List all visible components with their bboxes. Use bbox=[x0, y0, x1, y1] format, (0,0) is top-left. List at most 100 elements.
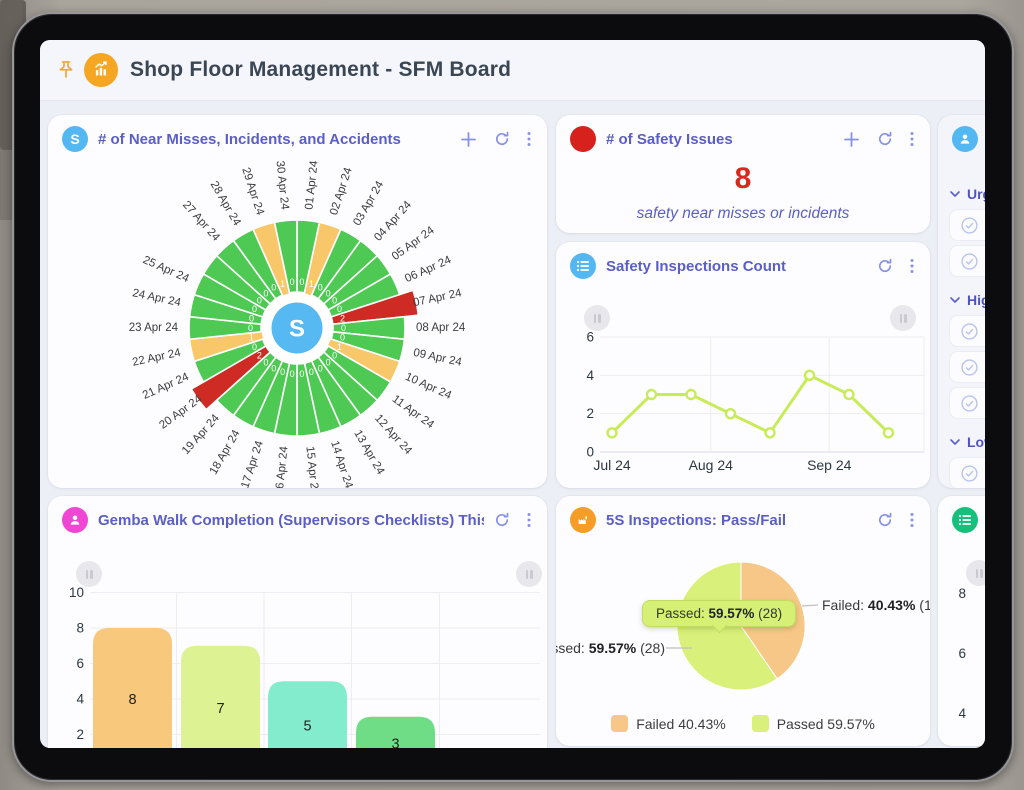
segment-value: 1 bbox=[280, 279, 285, 289]
segment-value: 0 bbox=[290, 369, 295, 379]
bar[interactable] bbox=[268, 681, 347, 748]
radial-axis-label: 13 Apr 24 bbox=[351, 428, 386, 477]
data-point[interactable] bbox=[685, 388, 697, 401]
callout-leader bbox=[801, 604, 819, 607]
action-item-row[interactable] bbox=[950, 352, 985, 382]
refresh-icon[interactable] bbox=[877, 258, 893, 274]
menu-icon[interactable] bbox=[527, 512, 531, 528]
segment-value: 0 bbox=[263, 358, 268, 368]
segment-value: 0 bbox=[326, 288, 331, 298]
action-item-row[interactable] bbox=[950, 388, 985, 418]
y-tick: 4 bbox=[958, 706, 966, 721]
data-point[interactable] bbox=[764, 427, 776, 439]
card-5s-inspections: 5S Inspections: Pass/Fail Failed: 40.43%… bbox=[556, 496, 930, 746]
check-circle-icon[interactable] bbox=[960, 358, 979, 377]
card-safety-issues: # of Safety Issues 8 safety near misses … bbox=[556, 115, 930, 233]
legend-swatch bbox=[751, 715, 769, 732]
menu-icon[interactable] bbox=[527, 131, 531, 147]
page-title: Shop Floor Management - SFM Board bbox=[130, 58, 512, 81]
app-header: Shop Floor Management - SFM Board bbox=[40, 40, 985, 101]
check-circle-icon[interactable] bbox=[960, 252, 979, 271]
refresh-icon[interactable] bbox=[877, 512, 893, 528]
radial-axis-label: 06 Apr 24 bbox=[403, 254, 453, 285]
bar[interactable] bbox=[181, 645, 260, 748]
segment-value: 0 bbox=[332, 296, 337, 306]
y-tick: 6 bbox=[586, 330, 594, 345]
radial-segment[interactable] bbox=[273, 219, 298, 294]
menu-icon[interactable] bbox=[910, 258, 914, 274]
radial-center-letter: S bbox=[289, 316, 305, 343]
radial-axis-label: 09 Apr 24 bbox=[412, 347, 463, 369]
y-tick: 6 bbox=[76, 656, 84, 671]
bar-value: 5 bbox=[303, 719, 311, 735]
datazoom-handle-left[interactable] bbox=[76, 561, 102, 587]
segment-value: 0 bbox=[340, 333, 345, 343]
check-circle-icon[interactable] bbox=[960, 464, 979, 483]
radial-axis-label: 23 Apr 24 bbox=[129, 322, 179, 334]
priority-section-low[interactable]: Low bbox=[950, 434, 985, 450]
data-point[interactable] bbox=[606, 427, 618, 439]
s-badge-icon: S bbox=[62, 126, 88, 152]
y-tick: 0 bbox=[586, 445, 594, 460]
check-circle-icon[interactable] bbox=[960, 394, 979, 413]
card-title: # of Safety Issues bbox=[606, 130, 733, 148]
segment-value: 0 bbox=[252, 304, 257, 314]
safety-issues-value: 8 bbox=[734, 162, 752, 195]
radial-axis-label: 07 Apr 24 bbox=[412, 287, 463, 309]
bar[interactable] bbox=[356, 716, 435, 748]
legend-item-failed[interactable]: Failed 40.43% bbox=[611, 715, 726, 732]
datazoom-handle-right[interactable] bbox=[516, 561, 542, 587]
datazoom-handle-left[interactable] bbox=[966, 560, 985, 586]
segment-value: 0 bbox=[271, 283, 276, 293]
radial-axis-label: 04 Apr 24 bbox=[372, 199, 414, 244]
priority-section-high[interactable]: High bbox=[950, 292, 985, 308]
priority-label: Low bbox=[967, 434, 985, 450]
person-icon bbox=[62, 507, 88, 533]
y-tick: 8 bbox=[76, 621, 84, 636]
data-point[interactable] bbox=[843, 388, 855, 401]
bar[interactable] bbox=[93, 628, 172, 748]
check-circle-icon[interactable] bbox=[960, 322, 979, 341]
data-point[interactable] bbox=[882, 427, 895, 439]
chevron-down-icon bbox=[950, 439, 960, 445]
inspections-line-chart[interactable]: 0 2 4 6 Jul 24 Aug 24 Sep 24 bbox=[556, 242, 930, 488]
segment-value: 0 bbox=[318, 283, 323, 293]
refresh-icon[interactable] bbox=[877, 131, 893, 147]
line-series[interactable] bbox=[610, 373, 890, 435]
data-point[interactable] bbox=[645, 388, 658, 401]
gemba-bar-chart[interactable]: 2 4 6 8 10 8 7 5 3 bbox=[48, 496, 547, 748]
action-item-row[interactable] bbox=[950, 316, 985, 346]
action-item-row[interactable] bbox=[950, 246, 985, 276]
segment-value: 2 bbox=[257, 350, 262, 360]
priority-label: Urgent bbox=[967, 186, 985, 202]
card-title: Safety Inspections Count bbox=[606, 257, 787, 275]
radial-axis-label: 29 Apr 24 bbox=[239, 166, 266, 217]
datazoom-handle-left[interactable] bbox=[584, 305, 610, 331]
add-icon[interactable] bbox=[843, 131, 860, 148]
menu-icon[interactable] bbox=[910, 512, 914, 528]
x-tick: Aug 24 bbox=[689, 457, 734, 473]
priority-section-urgent[interactable]: Urgent bbox=[950, 186, 985, 202]
radial-axis-label: 03 Apr 24 bbox=[351, 179, 386, 228]
add-icon[interactable] bbox=[460, 131, 477, 148]
y-tick: 8 bbox=[958, 586, 966, 601]
refresh-icon[interactable] bbox=[494, 512, 510, 528]
card-gemba-walk: Gemba Walk Completion (Supervisors Check… bbox=[48, 496, 547, 748]
datazoom-handle-right[interactable] bbox=[890, 305, 916, 331]
check-circle-icon[interactable] bbox=[960, 216, 979, 235]
action-item-row[interactable] bbox=[950, 458, 985, 488]
near-misses-radial-chart[interactable]: 0 01 Apr 24 1 02 Apr 24 0 03 Apr 24 0 04 Apr 24… bbox=[48, 115, 547, 488]
data-point[interactable] bbox=[724, 407, 737, 420]
segment-value: 0 bbox=[249, 313, 254, 323]
y-tick: 4 bbox=[76, 692, 84, 707]
radial-axis-label: 24 Apr 24 bbox=[131, 287, 182, 309]
segment-value: 0 bbox=[332, 350, 337, 360]
refresh-icon[interactable] bbox=[494, 131, 510, 147]
pie-callout-failed: Failed: 40.43% (19) bbox=[822, 597, 930, 613]
data-point[interactable] bbox=[803, 369, 816, 382]
legend-item-passed[interactable]: Passed 59.57% bbox=[751, 715, 875, 732]
action-item-row[interactable] bbox=[950, 210, 985, 240]
menu-icon[interactable] bbox=[910, 131, 914, 147]
pin-icon[interactable] bbox=[56, 59, 76, 81]
